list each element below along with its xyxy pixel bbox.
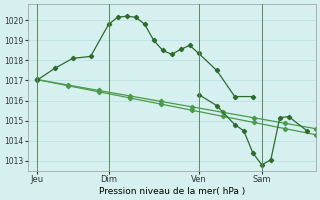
X-axis label: Pression niveau de la mer( hPa ): Pression niveau de la mer( hPa )	[99, 187, 245, 196]
